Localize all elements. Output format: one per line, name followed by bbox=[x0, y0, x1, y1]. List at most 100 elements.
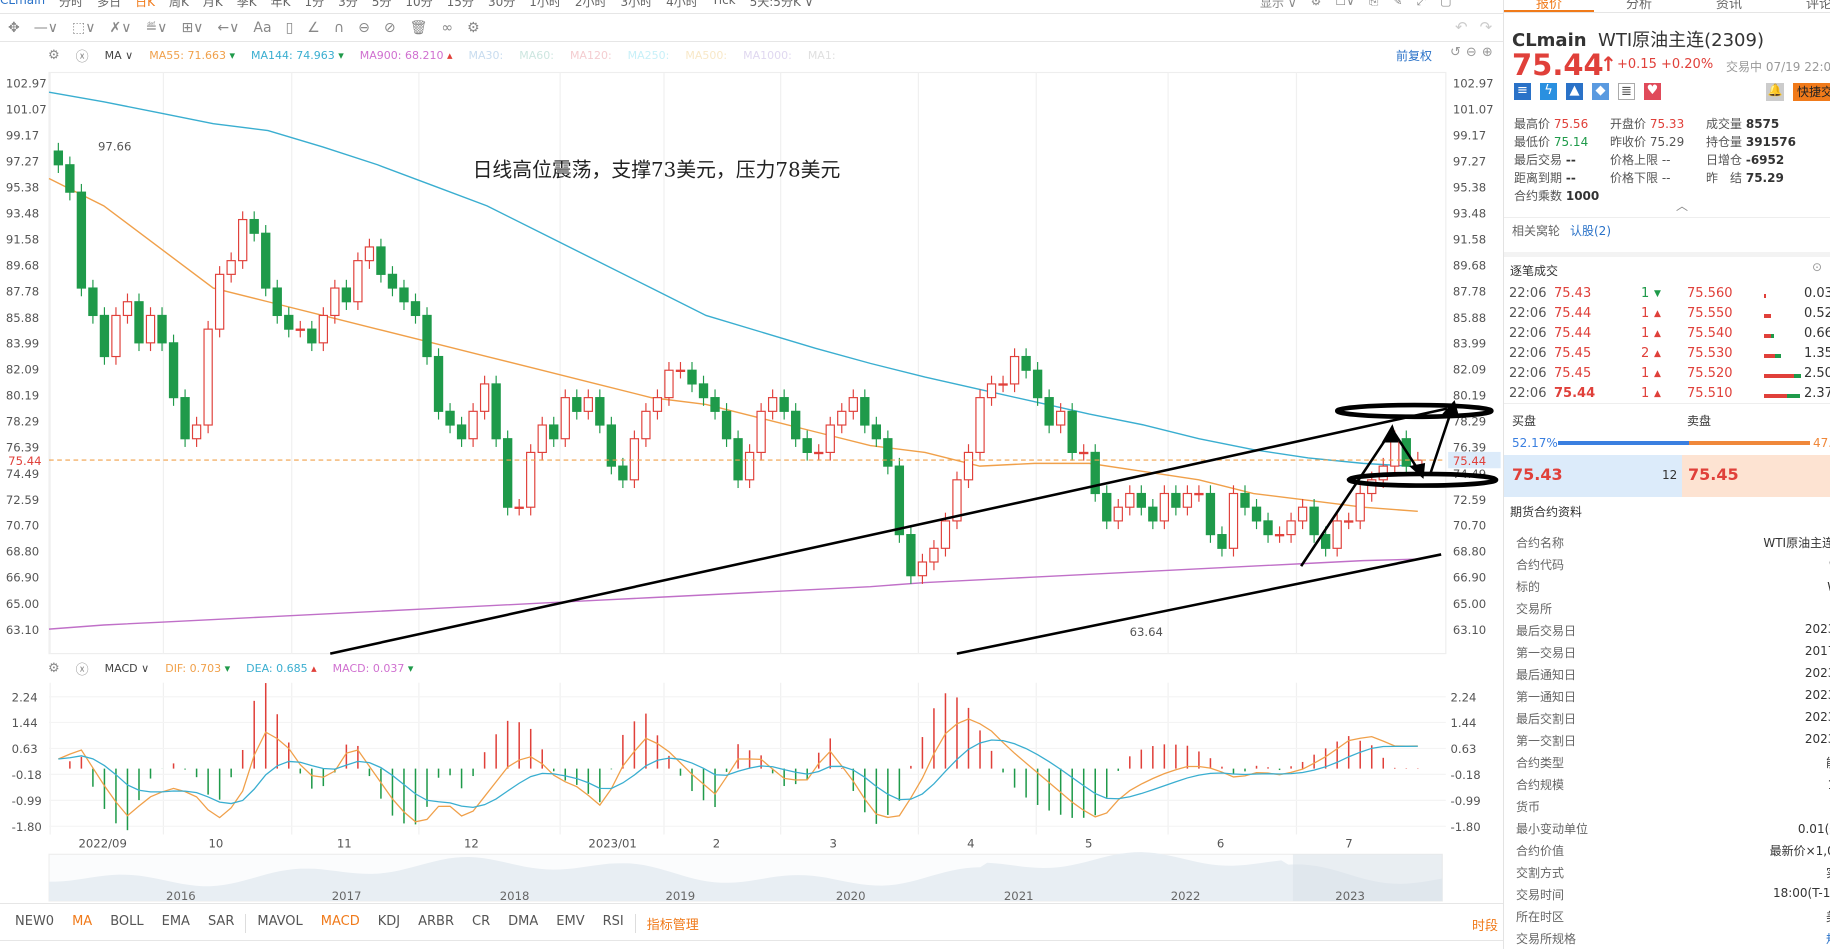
panel-tab[interactable]: 评论 bbox=[1805, 0, 1830, 12]
settings-icon[interactable]: ⚙ bbox=[467, 20, 480, 36]
indicator-tab-EMV[interactable]: EMV bbox=[556, 914, 585, 929]
settings-icon[interactable]: ⚙ bbox=[48, 48, 60, 63]
ma-legend-item[interactable]: MA60: bbox=[519, 49, 554, 62]
ma-legend-item[interactable]: MA1: bbox=[808, 49, 836, 62]
ask-price[interactable]: 75.45 bbox=[1688, 465, 1739, 484]
more-icon[interactable]: ⊙ bbox=[1812, 260, 1823, 274]
ma-legend-item[interactable]: MA900: 68.210 ▴ bbox=[360, 49, 453, 62]
rect-tool-icon[interactable]: ⬚∨ bbox=[71, 20, 96, 36]
chart-icon[interactable]: ▲ bbox=[1566, 83, 1583, 100]
lock-icon[interactable]: ⊖ bbox=[358, 20, 370, 36]
reset-icon[interactable]: ↺ bbox=[1450, 45, 1461, 60]
flag-icon[interactable]: ≡ bbox=[1514, 83, 1531, 100]
indicator-tab-MACD[interactable]: MACD bbox=[320, 914, 360, 929]
zoom-in-icon[interactable]: ⊕ bbox=[1481, 45, 1493, 60]
top-tool[interactable]: ⤢ bbox=[1416, 0, 1427, 8]
close-icon[interactable]: ⓧ bbox=[75, 663, 89, 678]
panel-tab[interactable]: 资讯 bbox=[1715, 0, 1742, 12]
indicator-tab-KDJ[interactable]: KDJ bbox=[377, 914, 401, 929]
favorite-heart-icon[interactable]: ♥ bbox=[1644, 83, 1661, 100]
settings-icon[interactable]: ⚙ bbox=[48, 661, 60, 676]
indicator-tab-NEW0[interactable]: NEW0 bbox=[15, 914, 55, 929]
indicator-tab-MAVOL[interactable]: MAVOL bbox=[257, 914, 303, 929]
top-tool[interactable]: ☐∨ bbox=[1335, 0, 1355, 8]
ma-legend-item[interactable]: MA120: bbox=[570, 49, 612, 62]
period-tab[interactable]: 30分 bbox=[487, 0, 516, 9]
period-tab[interactable]: 多日 bbox=[97, 0, 122, 9]
undo-icon[interactable]: ↶ bbox=[1455, 18, 1468, 36]
period-tab[interactable]: 1分 bbox=[304, 0, 325, 9]
top-tool[interactable]: ⚙ bbox=[1310, 0, 1322, 8]
note-tool-icon[interactable]: ▯ bbox=[285, 20, 294, 36]
indicator-tab-RSI[interactable]: RSI bbox=[602, 914, 624, 929]
lightning-icon[interactable]: ϟ bbox=[1540, 83, 1557, 100]
period-tab[interactable]: Tick bbox=[711, 0, 736, 7]
info-value[interactable]: 规格链接 bbox=[1826, 930, 1830, 947]
period-tab[interactable]: 5天:5分K ∨ bbox=[749, 0, 814, 9]
ma-legend-item[interactable]: MA500: bbox=[685, 49, 727, 62]
indicator-tab-DMA[interactable]: DMA bbox=[508, 914, 539, 929]
period-tab[interactable]: 1小时 bbox=[529, 0, 561, 9]
period-tab[interactable]: 2小时 bbox=[574, 0, 607, 9]
drawn-trendlines[interactable] bbox=[329, 400, 1499, 655]
trash-icon[interactable]: 🗑 bbox=[409, 20, 428, 36]
symbol-tab[interactable]: CLmain bbox=[0, 0, 46, 7]
tag-icon[interactable]: ◆ bbox=[1592, 83, 1609, 100]
ma-legend-item[interactable]: MA55: 71.663 ▾ bbox=[149, 49, 235, 62]
ma-legend-item[interactable]: MA250: bbox=[628, 49, 670, 62]
period-tab[interactable]: 周K bbox=[168, 0, 189, 9]
hide-icon[interactable]: ⊘ bbox=[383, 20, 396, 36]
related-link[interactable]: 认股(2) bbox=[1570, 224, 1611, 238]
panel-tab[interactable]: 报价 bbox=[1504, 0, 1594, 12]
collapse-chevron-icon[interactable]: ︿ bbox=[1676, 199, 1689, 213]
text-tool-icon[interactable]: Aa bbox=[253, 20, 272, 36]
note-icon[interactable]: ≣ bbox=[1618, 83, 1635, 100]
crosshair-icon[interactable]: ✥ bbox=[8, 20, 20, 36]
ma-legend-item[interactable]: MA1000: bbox=[743, 49, 792, 62]
period-tab[interactable]: 3分 bbox=[338, 0, 358, 9]
link-icon[interactable]: ∞ bbox=[441, 20, 454, 36]
top-tool[interactable]: 显示 ∨ bbox=[1260, 0, 1297, 10]
arrow-tool-icon[interactable]: ←∨ bbox=[217, 20, 240, 36]
indicator-tab-BOLL[interactable]: BOLL bbox=[110, 914, 144, 929]
ma-select[interactable]: MA ∨ bbox=[104, 49, 134, 62]
measure-tool-icon[interactable]: ⊞∨ bbox=[181, 20, 204, 36]
angle-tool-icon[interactable]: ∠ bbox=[307, 20, 320, 36]
close-icon[interactable]: ⓧ bbox=[75, 50, 89, 65]
period-tab[interactable]: 5分 bbox=[371, 0, 392, 9]
period-tab[interactable]: 季K bbox=[236, 0, 257, 9]
navigator[interactable]: 2016 2017 2018 2019 2020 2021 2022 2023 bbox=[48, 852, 1443, 903]
period-tab[interactable]: 15分 bbox=[446, 0, 474, 9]
quick-trade-button[interactable]: 快捷交 bbox=[1793, 83, 1830, 101]
indicator-tab-EMA[interactable]: EMA bbox=[161, 914, 190, 929]
indicator-tab-指标管理[interactable]: 指标管理 bbox=[646, 918, 699, 933]
top-tool[interactable]: ▢ bbox=[1440, 0, 1452, 8]
ma-legend-item[interactable]: MA30: bbox=[469, 49, 504, 62]
period-tab[interactable]: 4小时 bbox=[666, 0, 698, 9]
annotation-text[interactable]: 日线高位震荡，支撑73美元，压力78美元 bbox=[473, 158, 841, 181]
zoom-out-icon[interactable]: ⊖ bbox=[1465, 45, 1477, 60]
alert-bell-icon[interactable]: 🔔 bbox=[1766, 83, 1784, 101]
period-tab[interactable]: 分时 bbox=[59, 0, 84, 9]
period-tab[interactable]: 3小时 bbox=[620, 0, 653, 9]
indicator-tab-CR[interactable]: CR bbox=[472, 914, 491, 929]
chart-area[interactable]: 2016 2017 2018 2019 2020 2021 2022 2023 102.97 1… bbox=[0, 0, 1503, 949]
period-tab[interactable]: 日K bbox=[135, 0, 155, 9]
line-tool-icon[interactable]: —∨ bbox=[33, 20, 58, 36]
indicator-tab-MA[interactable]: MA bbox=[72, 914, 93, 929]
top-tool[interactable]: ✎ bbox=[1392, 0, 1403, 8]
adjust-button[interactable]: 前复权 bbox=[1396, 49, 1433, 63]
indicator-tab-ARBR[interactable]: ARBR bbox=[418, 914, 455, 929]
channel-tool-icon[interactable]: ≝∨ bbox=[145, 20, 168, 36]
period-tab[interactable]: 年K bbox=[270, 0, 291, 9]
fib-tool-icon[interactable]: ✗∨ bbox=[109, 20, 132, 36]
redo-icon[interactable]: ↷ bbox=[1479, 18, 1493, 36]
panel-tab[interactable]: 分析 bbox=[1625, 0, 1652, 12]
bid-price[interactable]: 75.43 bbox=[1512, 465, 1563, 484]
top-tool[interactable]: ⎘ bbox=[1368, 0, 1379, 8]
period-tab[interactable]: 月K bbox=[202, 0, 223, 9]
magnet-icon[interactable]: ∩ bbox=[333, 20, 345, 36]
period-tab[interactable]: 10分 bbox=[405, 0, 433, 9]
indicator-tab-SAR[interactable]: SAR bbox=[207, 914, 235, 929]
ma-legend-item[interactable]: MA144: 74.963 ▾ bbox=[251, 49, 344, 62]
